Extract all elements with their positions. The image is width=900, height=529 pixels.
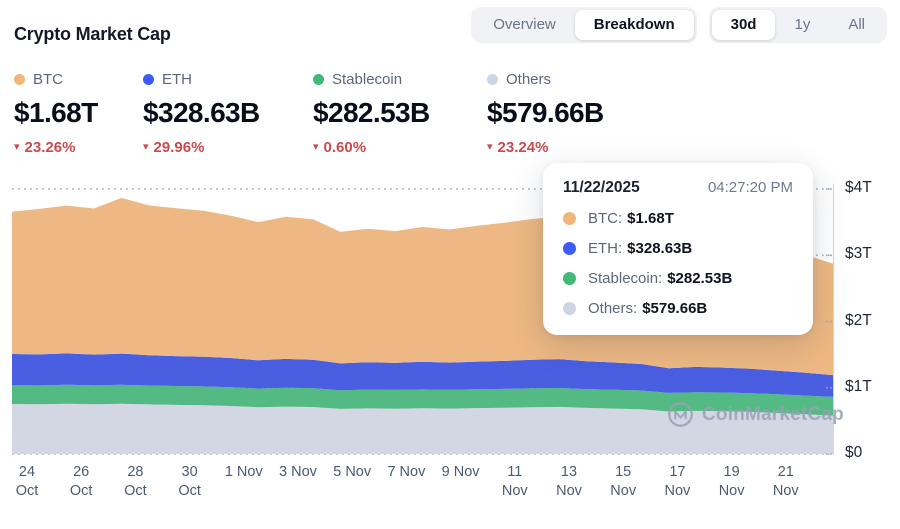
- watermark-text: CoinMarketCap: [702, 403, 844, 425]
- x-tick-label: 7 Nov: [387, 464, 426, 480]
- x-tick-label: 1 Nov: [224, 464, 263, 480]
- stat-change: ▾ 29.96%: [143, 139, 313, 156]
- tab-overview[interactable]: Overview: [474, 10, 575, 40]
- stat-change-pct: 0.60%: [323, 139, 367, 156]
- market-stats: BTC $1.68T ▾ 23.26% ETH $328.63B ▾ 29.96…: [14, 71, 604, 156]
- down-arrow-icon: ▾: [313, 141, 319, 153]
- chart-tooltip: 11/22/2025 04:27:20 PM BTC: $1.68T ETH: …: [543, 163, 813, 335]
- btc-dot-icon: [563, 212, 576, 225]
- coinmarketcap-watermark: CoinMarketCap: [666, 400, 844, 429]
- x-tick-label: 15 Nov: [610, 464, 637, 499]
- range-toggle: 30d 1y All: [708, 7, 887, 43]
- x-tick-label: 9 Nov: [441, 464, 480, 480]
- y-tick-label: $1T: [845, 377, 872, 395]
- y-tick-label: $4T: [845, 179, 872, 196]
- x-tick-label: 21 Nov: [772, 464, 799, 499]
- tooltip-row-btc: BTC: $1.68T: [563, 210, 793, 227]
- stat-value: $579.66B: [487, 97, 604, 128]
- x-tick-label: 24 Oct: [15, 464, 39, 499]
- down-arrow-icon: ▾: [14, 141, 20, 153]
- y-tick-label: $0: [845, 444, 863, 461]
- stat-label: ETH: [162, 71, 192, 88]
- x-tick-label: 28 Oct: [124, 464, 147, 499]
- btc-legend-dot-icon: [14, 74, 25, 85]
- tooltip-row-stablecoin: Stablecoin: $282.53B: [563, 270, 793, 287]
- range-30d[interactable]: 30d: [711, 10, 776, 40]
- chart-area: $4T $3T $2T $1T $0 24 Oct 26 Oct 28 Oct 30 Oct 1 Nov…: [0, 163, 900, 529]
- tooltip-row-others: Others: $579.66B: [563, 300, 793, 317]
- x-tick-label: 26 Oct: [69, 464, 93, 499]
- stat-btc: BTC $1.68T ▾ 23.26%: [14, 71, 143, 156]
- x-tick-label: 3 Nov: [279, 464, 317, 480]
- x-tick-label: 30 Oct: [178, 464, 201, 499]
- x-tick-label: 13 Nov: [556, 464, 582, 499]
- coinmarketcap-logo-icon: [668, 402, 693, 427]
- eth-legend-dot-icon: [143, 74, 154, 85]
- stat-value: $282.53B: [313, 97, 430, 128]
- stat-eth: ETH $328.63B ▾ 29.96%: [143, 71, 313, 156]
- stat-change-pct: 29.96%: [153, 139, 205, 156]
- stat-label: Others: [506, 71, 552, 88]
- range-all[interactable]: All: [829, 10, 884, 40]
- x-tick-label: 11 Nov: [501, 464, 528, 499]
- chart-controls: Overview Breakdown 30d 1y All: [471, 7, 887, 43]
- stat-label: BTC: [33, 71, 63, 88]
- stat-label: Stablecoin: [332, 71, 403, 88]
- page-title: Crypto Market Cap: [14, 24, 171, 45]
- stat-change: ▾ 23.24%: [487, 139, 604, 156]
- stat-change-pct: 23.24%: [497, 139, 549, 156]
- tooltip-time: 04:27:20 PM: [707, 179, 793, 196]
- tab-breakdown[interactable]: Breakdown: [574, 10, 694, 40]
- tooltip-date: 11/22/2025: [563, 179, 640, 196]
- stat-value: $1.68T: [14, 97, 98, 128]
- y-tick-label: $3T: [845, 245, 872, 263]
- stat-change: ▾ 0.60%: [313, 139, 487, 156]
- view-toggle: Overview Breakdown: [471, 7, 697, 43]
- others-dot-icon: [563, 302, 576, 315]
- down-arrow-icon: ▾: [143, 141, 149, 153]
- stablecoin-legend-dot-icon: [313, 74, 324, 85]
- others-legend-dot-icon: [487, 74, 498, 85]
- stat-change: ▾ 23.26%: [14, 139, 143, 156]
- range-1y[interactable]: 1y: [775, 10, 829, 40]
- x-tick-label: 17 Nov: [664, 464, 691, 499]
- stat-others: Others $579.66B ▾ 23.24%: [487, 71, 604, 156]
- x-tick-label: 19 Nov: [718, 464, 745, 499]
- stablecoin-dot-icon: [563, 272, 576, 285]
- x-tick-label: 5 Nov: [333, 464, 372, 480]
- y-tick-label: $2T: [845, 311, 872, 329]
- stat-change-pct: 23.26%: [24, 139, 76, 156]
- stat-stablecoin: Stablecoin $282.53B ▾ 0.60%: [313, 71, 487, 156]
- down-arrow-icon: ▾: [487, 141, 493, 153]
- tooltip-row-eth: ETH: $328.63B: [563, 240, 793, 257]
- stat-value: $328.63B: [143, 97, 260, 128]
- eth-dot-icon: [563, 242, 576, 255]
